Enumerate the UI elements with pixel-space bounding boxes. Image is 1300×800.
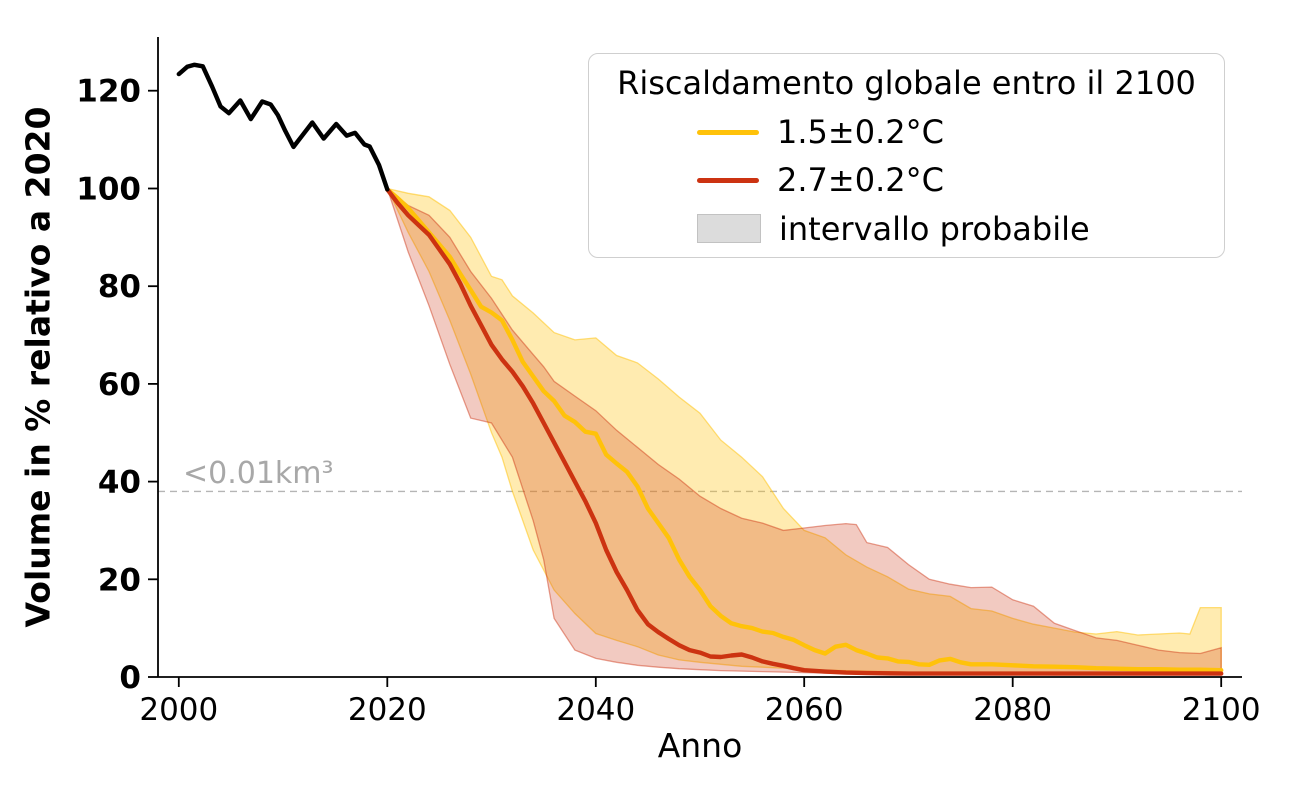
- svg-text:2020: 2020: [348, 692, 427, 728]
- svg-text:2040: 2040: [556, 692, 635, 728]
- legend-title: Riscaldamento globale entro il 2100: [617, 64, 1196, 102]
- legend-entry-2-7c: 2.7±0.2°C: [589, 156, 1224, 204]
- legend-entry-likely-range: intervallo probabile: [589, 205, 1224, 253]
- legend-entry-1-5c: 1.5±0.2°C: [589, 108, 1224, 156]
- legend-line-swatch-yellow: [697, 129, 759, 135]
- x-axis-label: Anno: [657, 726, 743, 765]
- svg-text:60: 60: [98, 367, 141, 403]
- svg-text:2080: 2080: [973, 692, 1052, 728]
- legend-entry-label: 2.7±0.2°C: [777, 161, 944, 200]
- svg-text:0: 0: [119, 660, 141, 696]
- svg-text:2060: 2060: [765, 692, 844, 728]
- threshold-annotation: <0.01km³: [183, 456, 334, 491]
- svg-text:2000: 2000: [139, 692, 218, 728]
- legend-entry-label: intervallo probabile: [779, 209, 1090, 248]
- legend-entry-label: 1.5±0.2°C: [777, 113, 944, 152]
- y-axis-label: Volume in % relativo a 2020: [18, 106, 58, 628]
- svg-text:20: 20: [98, 562, 141, 598]
- legend-line-swatch-red: [697, 177, 759, 183]
- legend: Riscaldamento globale entro il 2100 1.5±…: [588, 53, 1225, 258]
- svg-text:100: 100: [76, 172, 141, 208]
- svg-text:80: 80: [98, 269, 141, 305]
- svg-text:40: 40: [98, 465, 141, 501]
- svg-text:2100: 2100: [1182, 692, 1261, 728]
- legend-patch-swatch-gray: [697, 214, 761, 244]
- svg-text:120: 120: [76, 74, 141, 110]
